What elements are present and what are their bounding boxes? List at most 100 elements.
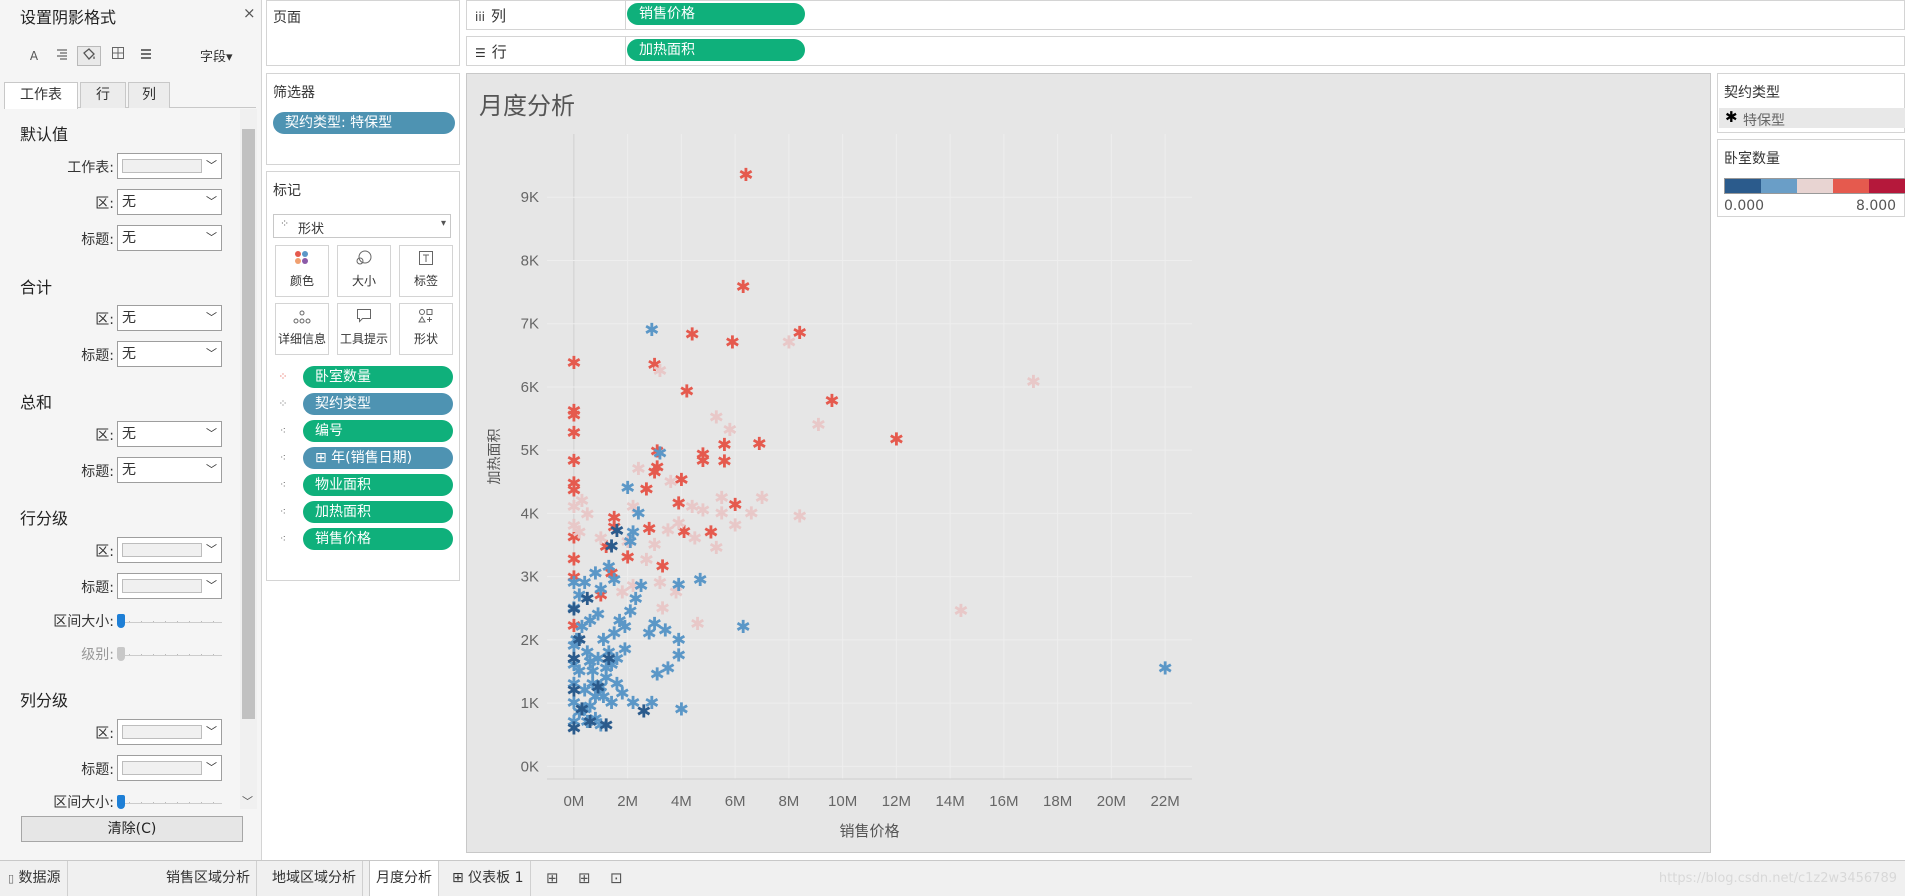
close-icon[interactable]: × xyxy=(243,4,256,22)
detail-icon: ⁖ xyxy=(279,451,287,464)
data-point: ✱ xyxy=(660,658,675,679)
data-point: ✱ xyxy=(582,696,597,717)
totals-pane-dropdown[interactable]: 无 ﹀ xyxy=(117,305,222,331)
row-banding-header-dropdown[interactable]: ﹀ xyxy=(117,573,222,599)
shape-legend: 契约类型 ✱ 特保型 xyxy=(1717,73,1905,133)
data-point: ✱ xyxy=(685,497,700,518)
data-point: ✱ xyxy=(671,646,686,667)
data-point: ✱ xyxy=(674,699,689,720)
data-point: ✱ xyxy=(647,462,662,483)
sheet-tab[interactable]: 地域区域分析 xyxy=(266,861,363,896)
new-sheet-icon[interactable]: ⊞ xyxy=(546,869,559,887)
mark-field-pill[interactable]: 卧室数量 xyxy=(303,366,453,388)
data-point: ✱ xyxy=(604,563,619,584)
data-point: ✱ xyxy=(889,429,904,450)
grand-totals-header-dropdown[interactable]: 无 ﹀ xyxy=(117,457,222,483)
align-icon[interactable] xyxy=(50,46,74,66)
filter-pill[interactable]: 契约类型: 特保型 xyxy=(273,112,455,134)
mark-type-dropdown[interactable]: ⁘ 形状 ▾ xyxy=(273,214,451,238)
data-point: ✱ xyxy=(647,535,662,556)
worksheet-shading-dropdown[interactable]: ﹀ xyxy=(117,153,222,179)
format-shading-panel: 设置阴影格式 × A 字段▾ 工作表 行 列 默认值 工作表: ﹀ 区: 无 ﹀ … xyxy=(0,0,262,860)
size-button[interactable]: 大小 xyxy=(337,245,391,297)
data-point: ✱ xyxy=(644,320,659,341)
tab-worksheet[interactable]: 工作表 xyxy=(4,82,78,109)
new-story-icon[interactable]: ⊡ xyxy=(610,869,623,887)
clear-button[interactable]: 清除(C) xyxy=(21,816,243,842)
default-pane-dropdown[interactable]: 无 ﹀ xyxy=(117,189,222,215)
dashboard-tab[interactable]: ⊞ 仪表板 1 xyxy=(446,861,531,896)
lines-icon[interactable] xyxy=(134,46,158,66)
col-banding-pane-dropdown[interactable]: ﹀ xyxy=(117,719,222,745)
rows-pill[interactable]: 加热面积 xyxy=(627,39,805,61)
tab-rows[interactable]: 行 xyxy=(80,82,126,108)
tab-columns[interactable]: 列 xyxy=(128,82,170,108)
data-point: ✱ xyxy=(620,532,635,553)
fields-dropdown[interactable]: 字段▾ xyxy=(200,50,233,65)
sheet-tab[interactable]: 销售区域分析 xyxy=(160,861,257,896)
data-point: ✱ xyxy=(655,557,670,578)
label-button[interactable]: 标签 xyxy=(399,245,453,297)
data-point: ✱ xyxy=(736,617,751,638)
header-label: 标题: xyxy=(81,348,114,364)
font-icon[interactable]: A xyxy=(29,49,39,63)
data-point: ✱ xyxy=(601,557,616,578)
data-point: ✱ xyxy=(604,693,619,714)
filters-title: 筛选器 xyxy=(273,85,315,101)
color-legend-title: 卧室数量 xyxy=(1724,151,1780,167)
totals-header-dropdown[interactable]: 无 ﹀ xyxy=(117,341,222,367)
col-band-size-slider[interactable] xyxy=(117,795,222,809)
borders-icon[interactable] xyxy=(106,46,130,66)
data-point: ✱ xyxy=(636,701,651,722)
data-point: ✱ xyxy=(623,532,638,553)
x-tick-label: 6M xyxy=(725,793,746,810)
new-dashboard-icon[interactable]: ⊞ xyxy=(578,869,591,887)
worksheet-view[interactable]: 月度分析 0M 2M 4M 6M 8M 10M 12M 14M 16M 18M 20M 22M 0K 1K… xyxy=(466,73,1711,853)
mark-field-pill[interactable]: 销售价格 xyxy=(303,528,453,550)
tooltip-button[interactable]: 工具提示 xyxy=(337,303,391,355)
data-point: ✱ xyxy=(588,709,603,730)
mark-field-pill[interactable]: ⊞ 年(销售日期) xyxy=(303,447,453,469)
y-tick-label: 5K xyxy=(521,442,539,459)
data-point: ✱ xyxy=(604,655,619,676)
shading-icon[interactable] xyxy=(77,46,101,66)
grand-totals-pane-dropdown[interactable]: 无 ﹀ xyxy=(117,421,222,447)
data-point: ✱ xyxy=(599,658,614,679)
section-column-banding: 列分级 xyxy=(20,691,69,710)
pages-card[interactable]: 页面 xyxy=(266,0,460,66)
data-point: ✱ xyxy=(566,600,581,621)
row-banding-pane-dropdown[interactable]: ﹀ xyxy=(117,537,222,563)
format-panel-scrollbar[interactable]: ﹀ xyxy=(240,109,257,809)
color-ramp-step xyxy=(1833,179,1869,193)
col-banding-header-dropdown[interactable]: ﹀ xyxy=(117,755,222,781)
label-icon xyxy=(400,246,452,272)
columns-icon: iii xyxy=(475,10,486,24)
mark-field-pill[interactable]: 物业面积 xyxy=(303,474,453,496)
columns-pill[interactable]: 销售价格 xyxy=(627,3,805,25)
mark-field-pill[interactable]: 加热面积 xyxy=(303,501,453,523)
detail-icon: ⁖ xyxy=(279,478,287,491)
color-button[interactable]: 颜色 xyxy=(275,245,329,297)
data-point: ✱ xyxy=(566,712,581,733)
row-band-size-slider[interactable] xyxy=(117,614,222,630)
shape-legend-item[interactable]: ✱ 特保型 xyxy=(1719,108,1905,129)
x-tick-label: 16M xyxy=(989,793,1018,810)
data-point: ✱ xyxy=(612,611,627,632)
row-level-slider[interactable] xyxy=(117,647,222,663)
rows-shelf[interactable]: ☰ 行 加热面积 xyxy=(466,36,1905,66)
sheet-tab-active[interactable]: 月度分析 xyxy=(369,861,439,896)
data-point: ✱ xyxy=(655,598,670,619)
mark-field-pill[interactable]: 契约类型 xyxy=(303,393,453,415)
data-point: ✱ xyxy=(728,495,743,516)
mark-field-pill[interactable]: 编号 xyxy=(303,420,453,442)
y-tick-label: 0K xyxy=(521,758,539,775)
datasource-tab[interactable]: ▯ 数据源 xyxy=(0,861,68,896)
default-header-dropdown[interactable]: 无 ﹀ xyxy=(117,225,222,251)
detail-icon: ⁖ xyxy=(279,424,287,437)
columns-shelf[interactable]: iii 列 销售价格 xyxy=(466,0,1905,30)
scatter-chart[interactable]: 0M 2M 4M 6M 8M 10M 12M 14M 16M 18M 20M 22M 0K 1K 2K 3K 4… xyxy=(467,74,1710,852)
data-point: ✱ xyxy=(577,573,592,594)
mark-field-row: ⁖ 物业面积 xyxy=(273,474,455,496)
detail-button[interactable]: 详细信息 xyxy=(275,303,329,355)
shape-button[interactable]: 形状 xyxy=(399,303,453,355)
